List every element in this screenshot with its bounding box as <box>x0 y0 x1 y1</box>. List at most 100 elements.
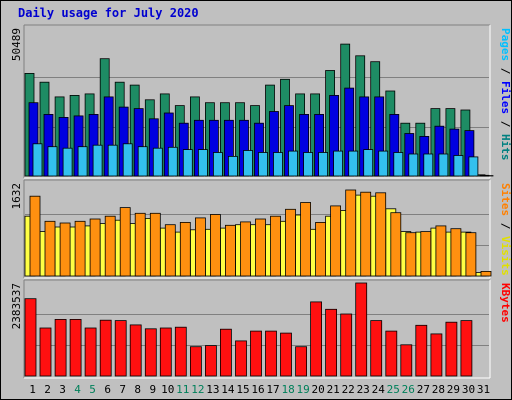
chart-title: Daily usage for July 2020 <box>18 6 199 20</box>
bar-kbytes-day-undefined <box>355 282 368 377</box>
legend-hits: Hits <box>499 134 512 161</box>
bar-pages-day-17 <box>273 152 283 177</box>
bar-pages-day-14 <box>227 155 238 177</box>
bar-sites-day-undefined <box>209 214 221 277</box>
bar-sites-day-undefined <box>59 222 71 277</box>
bar-sites-day-undefined <box>300 202 312 277</box>
bar-kbytes-day-undefined <box>219 328 232 377</box>
bar-pages-day-10 <box>167 146 178 177</box>
legend-3: KBytes <box>499 283 512 323</box>
bar-kbytes-day-undefined <box>370 320 383 377</box>
bar-pages-day-5 <box>92 144 103 177</box>
bar-sites-day-undefined <box>390 212 402 277</box>
bar-kbytes-day-undefined <box>325 308 338 377</box>
xtick-day-11: 11 <box>176 383 189 396</box>
bar-kbytes-day-undefined <box>250 330 262 377</box>
bar-sites-day-undefined <box>435 225 447 277</box>
xtick-day-8: 8 <box>134 383 141 396</box>
xtick-day-19: 19 <box>296 383 309 396</box>
bar-pages-day-15 <box>243 150 253 177</box>
bar-kbytes-day-undefined <box>69 318 82 377</box>
bar-sites-day-undefined <box>29 195 41 277</box>
bar-kbytes-day-undefined <box>84 327 97 377</box>
bar-pages-day-23 <box>363 149 374 177</box>
bar-pages-day-1 <box>32 143 43 177</box>
xtick-day-22: 22 <box>342 383 355 396</box>
bar-pages-day-7 <box>122 143 133 177</box>
legend-pages: Pages <box>499 28 512 61</box>
legend-kbytes: KBytes <box>499 283 512 323</box>
xtick-day-1: 1 <box>29 383 36 396</box>
xtick-day-24: 24 <box>372 383 386 396</box>
xtick-day-28: 28 <box>432 383 445 396</box>
xtick-day-17: 17 <box>266 383 279 396</box>
xtick-day-2: 2 <box>44 383 51 396</box>
xtick-day-6: 6 <box>104 383 111 396</box>
ymax-label-3: 2383537 <box>10 283 23 329</box>
xtick-day-26: 26 <box>402 383 415 396</box>
xtick-day-10: 10 <box>161 383 174 396</box>
bar-pages-day-27 <box>423 153 434 177</box>
bar-pages-day-18 <box>288 150 298 177</box>
bar-sites-day-undefined <box>450 228 462 277</box>
bar-kbytes-day-undefined <box>189 346 202 377</box>
bar-kbytes-day-undefined <box>54 318 67 377</box>
bar-sites-day-undefined <box>74 220 86 277</box>
bar-kbytes-day-undefined <box>280 332 292 377</box>
bar-pages-day-28 <box>438 153 449 177</box>
bar-sites-day-undefined <box>164 224 176 277</box>
xtick-day-21: 21 <box>327 383 340 396</box>
bar-kbytes-day-undefined <box>430 333 443 377</box>
xtick-day-7: 7 <box>119 383 126 396</box>
bar-pages-day-19 <box>303 152 314 177</box>
xtick-day-27: 27 <box>417 383 430 396</box>
bar-kbytes-day-undefined <box>204 345 217 377</box>
bar-pages-day-3 <box>62 147 73 177</box>
legend-visits: Visits <box>499 236 512 276</box>
bar-kbytes-day-undefined <box>340 313 353 377</box>
xtick-day-23: 23 <box>357 383 370 396</box>
bar-sites-day-undefined <box>405 232 417 277</box>
bar-sites-day-undefined <box>240 221 251 277</box>
bar-pages-day-6 <box>107 144 118 177</box>
bar-kbytes-day-undefined <box>415 324 428 377</box>
bar-sites-day-undefined <box>179 221 191 277</box>
bar-kbytes-day-undefined <box>144 328 157 377</box>
bar-kbytes-day-undefined <box>129 324 142 377</box>
bar-sites-day-undefined <box>285 208 296 277</box>
bar-kbytes-day-undefined <box>385 330 398 377</box>
bar-kbytes-day-undefined <box>159 327 172 377</box>
legend-sites: Sites <box>499 183 512 216</box>
xtick-day-5: 5 <box>89 383 96 396</box>
xtick-day-25: 25 <box>387 383 400 396</box>
bar-sites-day-undefined <box>315 221 327 277</box>
ymax-label-1: 50489 <box>10 28 23 61</box>
bar-kbytes-day-undefined <box>99 319 112 377</box>
bar-pages-day-16 <box>258 152 268 177</box>
bar-pages-day-2 <box>47 146 58 177</box>
bar-pages-day-8 <box>137 146 148 177</box>
xtick-day-20: 20 <box>311 383 324 396</box>
bar-sites-day-undefined <box>149 212 161 277</box>
bar-pages-day-29 <box>453 155 464 177</box>
bar-pages-day-20 <box>318 152 329 177</box>
xtick-day-29: 29 <box>447 383 460 396</box>
bar-pages-day-25 <box>393 152 404 177</box>
bar-kbytes-day-undefined <box>24 298 37 377</box>
xtick-day-14: 14 <box>221 383 235 396</box>
bar-sites-day-undefined <box>480 270 492 277</box>
bar-sites-day-undefined <box>420 231 432 277</box>
bar-pages-day-24 <box>378 150 389 177</box>
bar-pages-day-30 <box>468 156 479 177</box>
legend-files: Files <box>499 81 512 114</box>
bar-pages-day-26 <box>408 153 419 177</box>
bar-sites-day-undefined <box>270 215 281 277</box>
xtick-day-3: 3 <box>59 383 66 396</box>
bar-sites-day-undefined <box>375 192 387 277</box>
bar-kbytes-day-undefined <box>310 301 323 377</box>
xtick-day-18: 18 <box>281 383 294 396</box>
bar-sites-day-undefined <box>119 207 131 277</box>
bar-pages-day-4 <box>77 146 88 177</box>
bar-pages-day-13 <box>212 152 223 177</box>
